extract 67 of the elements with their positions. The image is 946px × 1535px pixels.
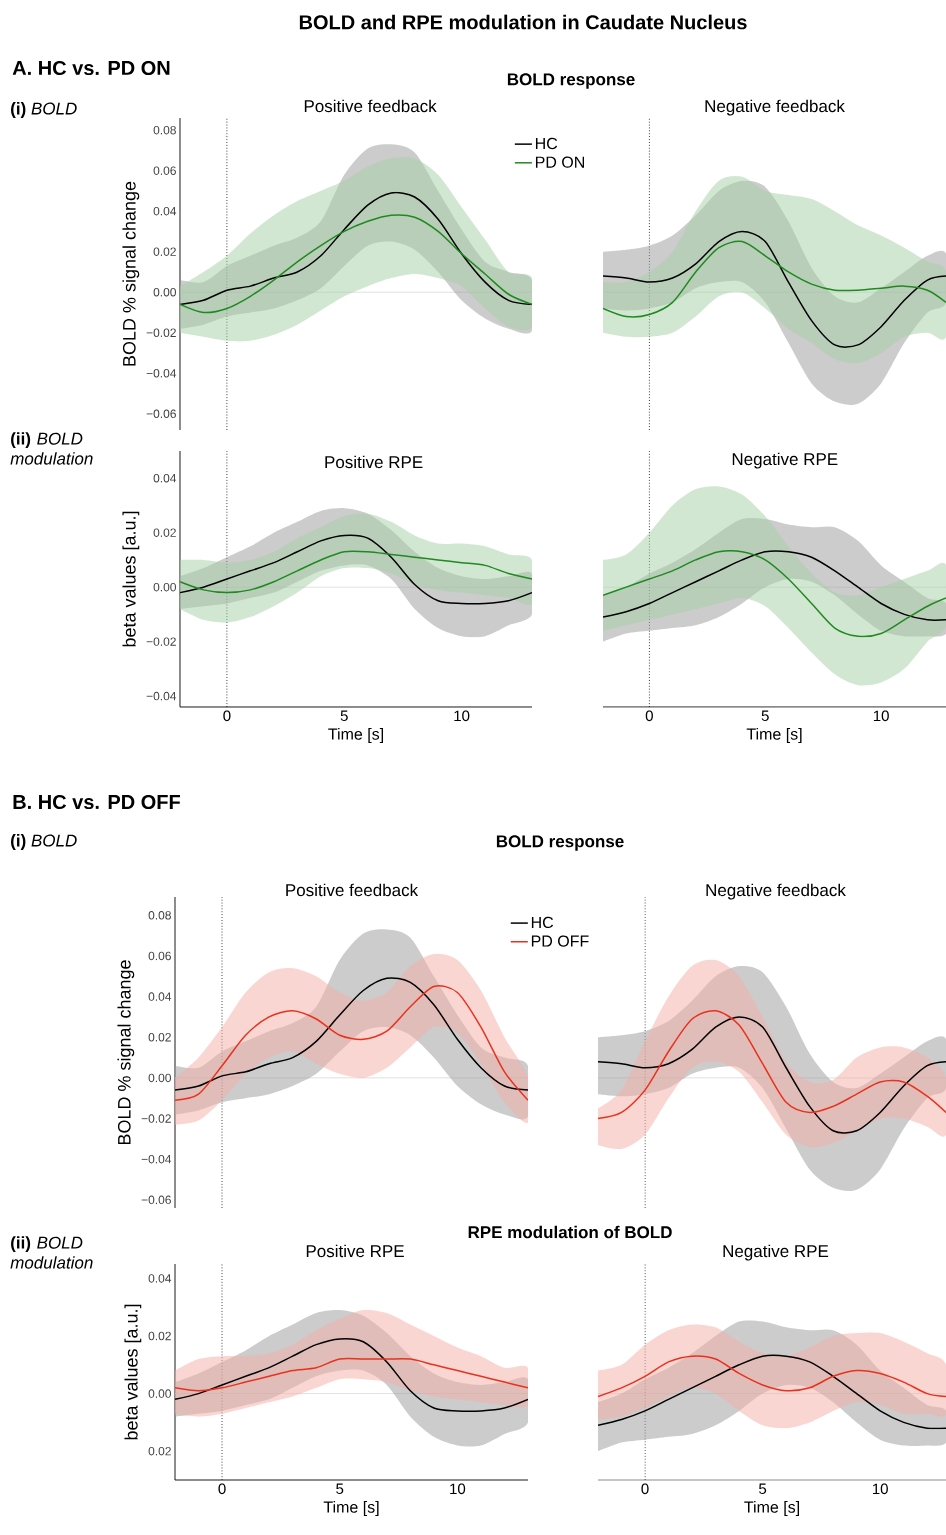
chart-title: Negative feedback [705,99,845,116]
x-tick-label: 5 [336,1483,344,1494]
y-axis-title: beta values [a.u.] [122,511,140,647]
x-tick-label: 10 [872,1483,888,1495]
y-tick-label: −0.04 [146,369,177,378]
y-axis-title: BOLD % signal change [122,181,140,366]
x-tick-label: 5 [759,1483,767,1494]
y-tick-label: 0.02 [153,528,176,537]
y-tick-label: 0.06 [148,951,171,961]
text: (i) BOLD [11,102,77,118]
text: B. HC vs. PD OFF [13,794,180,810]
y-tick-label: −0.06 [141,1195,171,1205]
y-tick-label: −0.02 [146,637,176,646]
x-tick-label: 10 [873,710,889,722]
chart-title: Positive feedback [286,883,419,897]
y-tick-label: −0.02 [141,1114,171,1123]
y-tick-label: 0.00 [153,287,176,297]
y-tick-label: 0.02 [148,1331,171,1341]
y-axis-title: BOLD % signal change [117,960,135,1145]
y-tick-label: 0.02 [153,247,176,256]
text: (ii) BOLD modulation [10,432,93,465]
y-tick-label: 0.00 [148,1389,171,1398]
x-tick-label: 0 [223,710,231,722]
legend-label: PD ON [535,156,584,168]
y-tick-label: 0.00 [153,582,176,592]
y-axis-title: beta values [a.u.] [124,1304,142,1440]
x-tick-label: 5 [761,710,769,721]
text: A. HC vs. PD ON [12,60,170,76]
text: (ii) BOLD modulation [10,1236,93,1269]
text: RPE modulation of BOLD [468,1225,672,1239]
y-tick-label: 0.04 [153,206,177,216]
x-axis-title: Time [s] [328,728,383,743]
chart-title: Positive feedback [304,99,437,113]
chart-title: Negative feedback [706,883,846,900]
y-tick-label: 0.04 [153,473,177,483]
x-tick-label: 5 [340,710,348,721]
text: BOLD and RPE modulation in Caudate Nucleus [299,14,747,30]
y-tick-label: −0.06 [146,409,176,419]
y-tick-label: 0.08 [148,911,171,920]
chart-title: Negative RPE [723,1244,829,1261]
legend-label: PD OFF [531,935,589,947]
x-axis-title: Time [s] [744,1501,800,1516]
y-tick-label: 0.08 [153,125,176,135]
text: BOLD response [507,73,635,89]
x-tick-label: 0 [641,1483,649,1495]
x-tick-label: 0 [218,1483,226,1495]
y-tick-label: 0.02 [148,1446,171,1456]
text: (i) BOLD [11,834,77,850]
chart-title: Positive RPE [306,1244,404,1258]
x-axis-title: Time [s] [746,728,802,743]
x-tick-label: 10 [450,1483,466,1495]
y-tick-label: 0.00 [148,1073,171,1083]
y-tick-label: −0.04 [146,691,177,701]
chart-title: Negative RPE [732,452,838,469]
legend-label: HC [531,916,554,929]
y-tick-label: −0.04 [141,1154,172,1164]
y-tick-label: 0.04 [148,992,172,1001]
x-axis-title: Time [s] [323,1501,379,1516]
x-tick-label: 10 [454,710,470,722]
x-tick-label: 0 [645,710,653,722]
legend-label: HC [535,137,558,150]
chart-title: Positive RPE [325,455,423,469]
text: BOLD response [496,835,624,851]
y-tick-label: −0.02 [146,328,176,337]
y-tick-label: 0.06 [153,166,176,175]
y-tick-label: 0.02 [148,1033,171,1042]
y-tick-label: 0.04 [148,1274,172,1283]
